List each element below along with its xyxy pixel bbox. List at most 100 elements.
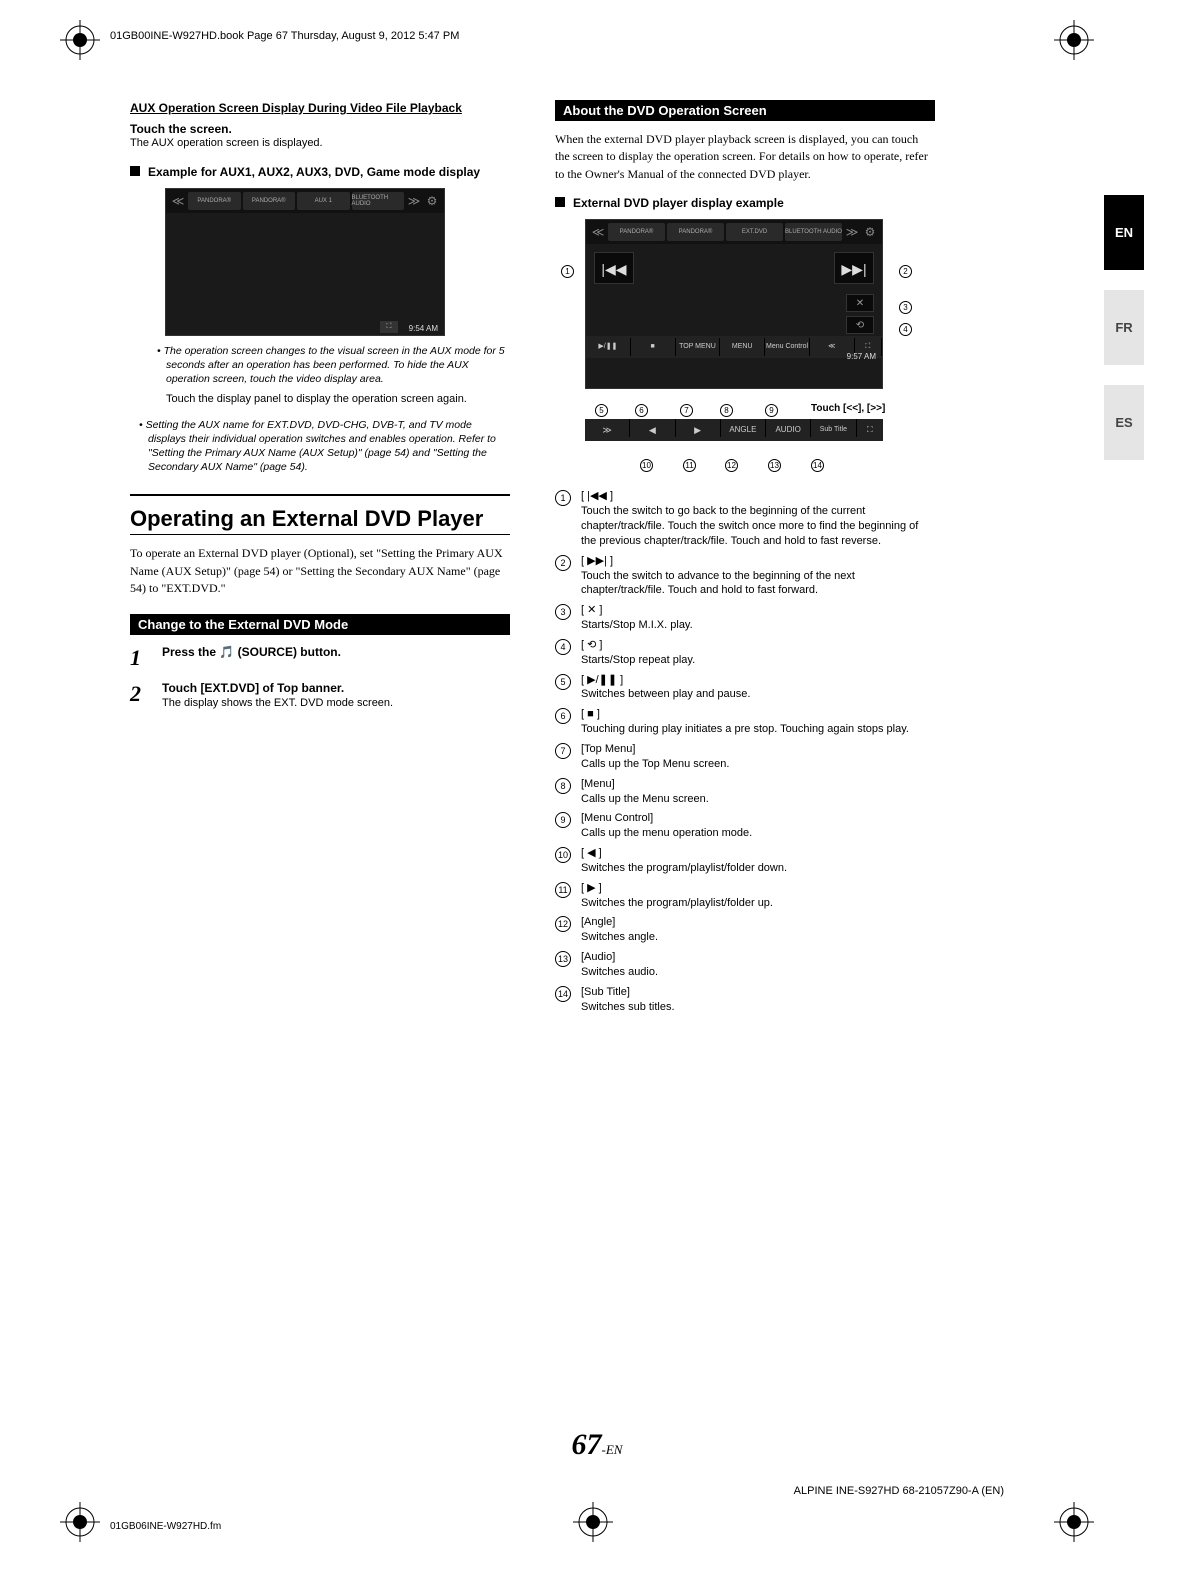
source-chip: EXT.DVD <box>726 223 783 241</box>
control-description: Calls up the Top Menu screen. <box>581 758 729 770</box>
divider <box>130 494 510 496</box>
aux-bullet-note: • Setting the AUX name for EXT.DVD, DVD-… <box>148 418 510 475</box>
angle-label: ANGLE <box>721 419 766 437</box>
callout-8: 8 <box>720 404 733 417</box>
left-label: ◀ <box>630 419 675 437</box>
topmenu-label: TOP MENU <box>676 338 721 356</box>
list-item-text: [ ⟲ ]Starts/Stop repeat play. <box>581 638 935 668</box>
page-number: 67-EN <box>572 1428 623 1462</box>
callout-12: 12 <box>725 459 738 472</box>
crop-mark-icon <box>1054 20 1094 60</box>
step-2: 2 Touch [EXT.DVD] of Top banner. The dis… <box>130 681 510 709</box>
list-item-number: 12 <box>555 916 571 932</box>
next-track-icon: ▶▶| <box>834 252 874 284</box>
step-1-title: Press the 🎵 (SOURCE) button. <box>162 645 510 659</box>
list-item-number: 5 <box>555 674 571 690</box>
list-item-number: 7 <box>555 743 571 759</box>
step-2-title: Touch [EXT.DVD] of Top banner. <box>162 681 510 695</box>
example-heading: Example for AUX1, AUX2, AUX3, DVD, Game … <box>130 164 510 180</box>
settings-icon: ⚙ <box>424 194 440 208</box>
subtitle-label: Sub Title <box>811 419 856 437</box>
control-description: Switches audio. <box>581 966 658 978</box>
content-columns: AUX Operation Screen Display During Vide… <box>130 100 1094 1015</box>
list-item-number: 11 <box>555 882 571 898</box>
control-symbol: [ ▶▶| ] <box>581 555 613 567</box>
callout-1: 1 <box>561 265 574 278</box>
list-item: 2[ ▶▶| ]Touch the switch to advance to t… <box>555 554 935 599</box>
lang-tab-fr[interactable]: FR <box>1104 290 1144 365</box>
audio-label: AUDIO <box>766 419 811 437</box>
list-item-text: [Angle]Switches angle. <box>581 915 935 945</box>
control-symbol: [ ◀ ] <box>581 847 602 859</box>
screenshot-time: 9:54 AM <box>409 324 438 333</box>
step-2-sub: The display shows the EXT. DVD mode scre… <box>162 697 510 709</box>
square-bullet-icon <box>555 197 565 207</box>
right-column: About the DVD Operation Screen When the … <box>555 100 935 1015</box>
play-pause-label: ▶/❚❚ <box>586 338 631 356</box>
chevron-right-icon: ≫ <box>406 194 422 208</box>
menu-label: MENU <box>720 338 765 356</box>
section-box-change-mode: Change to the External DVD Mode <box>130 614 510 635</box>
dvd-diagram: ≪ PANDORA® PANDORA® EXT.DVD BLUETOOTH AU… <box>555 219 933 479</box>
control-description: Touching during play initiates a pre sto… <box>581 723 909 735</box>
chevron-left-icon: ≪ <box>170 194 186 208</box>
control-symbol: [ ■ ] <box>581 708 600 720</box>
fullscreen-icon: ⛶ <box>857 419 884 437</box>
list-item: 14[Sub Title]Switches sub titles. <box>555 985 935 1015</box>
page-number-suffix: -EN <box>602 1442 623 1457</box>
list-item: 6 [ ■ ] Touching during play initiates a p… <box>555 707 935 737</box>
screenshot-topbar: ≪ PANDORA® PANDORA® AUX 1 BLUETOOTH AUDI… <box>166 189 444 213</box>
control-symbol: [ ▶/❚❚ ] <box>581 674 623 686</box>
step-number: 2 <box>130 681 148 709</box>
control-description: Switches between play and pause. <box>581 688 750 700</box>
source-chip: PANDORA® <box>667 223 724 241</box>
aux-screenshot: ≪ PANDORA® PANDORA® AUX 1 BLUETOOTH AUDI… <box>165 188 445 336</box>
list-item: 8[Menu]Calls up the Menu screen. <box>555 777 935 807</box>
dvd-example-title: External DVD player display example <box>573 195 784 211</box>
list-item-number: 13 <box>555 951 571 967</box>
source-chip: PANDORA® <box>243 192 296 210</box>
list-item-number: 6 <box>555 708 571 724</box>
lang-tab-es[interactable]: ES <box>1104 385 1144 460</box>
step-1: 1 Press the 🎵 (SOURCE) button. <box>130 645 510 671</box>
control-description: Switches the program/playlist/folder dow… <box>581 862 787 874</box>
section-h1: Operating an External DVD Player <box>130 506 510 532</box>
list-item-text: [ ▶ ]Switches the program/playlist/folde… <box>581 881 935 911</box>
list-item-text: [ ■ ] Touching during play initiates a pr… <box>581 707 935 737</box>
callout-2: 2 <box>899 265 912 278</box>
crop-mark-icon <box>60 1502 100 1542</box>
dvd-controls-list: 1[ |◀◀ ]Touch the switch to go back to t… <box>555 489 935 1014</box>
source-chip: BLUETOOTH AUDIO <box>785 223 842 241</box>
language-tabs: EN FR ES <box>1104 195 1144 460</box>
page-number-big: 67 <box>572 1428 602 1461</box>
divider <box>130 534 510 535</box>
control-symbol: [Sub Title] <box>581 986 630 998</box>
dvd-intro: To operate an External DVD player (Optio… <box>130 545 510 597</box>
dvd-example-heading: External DVD player display example <box>555 195 935 211</box>
square-bullet-icon <box>130 166 140 176</box>
repeat-icon: ⟲ <box>846 316 874 334</box>
list-item-number: 3 <box>555 604 571 620</box>
callout-13: 13 <box>768 459 781 472</box>
callout-10: 10 <box>640 459 653 472</box>
control-description: Switches sub titles. <box>581 1001 675 1013</box>
footer-filename: 01GB06INE-W927HD.fm <box>110 1521 221 1532</box>
crop-mark-icon <box>573 1502 613 1542</box>
control-symbol: [ ▶ ] <box>581 882 602 894</box>
lang-tab-en[interactable]: EN <box>1104 195 1144 270</box>
list-item: 1[ |◀◀ ]Touch the switch to go back to t… <box>555 489 935 548</box>
list-item: 4[ ⟲ ]Starts/Stop repeat play. <box>555 638 935 668</box>
left-column: AUX Operation Screen Display During Vide… <box>130 100 510 1015</box>
control-description: Calls up the menu operation mode. <box>581 827 752 839</box>
source-chip: PANDORA® <box>188 192 241 210</box>
control-symbol: [ ⟲ ] <box>581 639 602 651</box>
callout-6: 6 <box>635 404 648 417</box>
aux-note-2: Touch the display panel to display the o… <box>166 392 510 407</box>
control-description: Touch the switch to go back to the begin… <box>581 505 918 547</box>
source-chip: AUX 1 <box>297 192 350 210</box>
dvd-op-intro: When the external DVD player playback sc… <box>555 131 935 183</box>
footer-model: ALPINE INE-S927HD 68-21057Z90-A (EN) <box>794 1485 1004 1497</box>
list-item-text: [Audio] Switches audio. <box>581 950 935 980</box>
control-symbol: [Audio] <box>581 951 615 963</box>
chevron-left-icon: ≪ <box>590 225 606 239</box>
